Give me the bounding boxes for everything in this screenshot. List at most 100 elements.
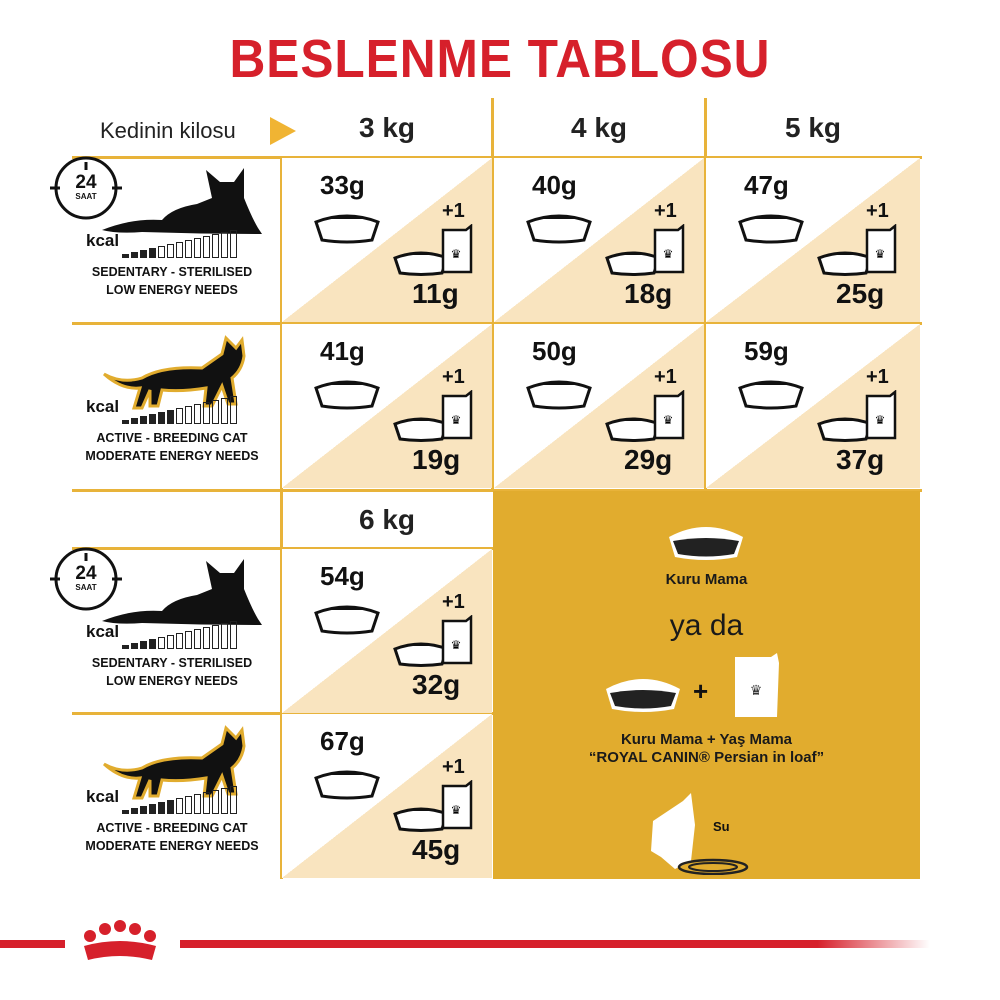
feeding-cell-active-0: 41g +1 ♛ 19g	[282, 324, 492, 488]
energy-bar	[122, 420, 129, 424]
water-drinking-cat-icon	[651, 793, 749, 875]
mixed-bowl-icon	[392, 637, 450, 672]
wet-food-pouch-icon: ♛	[652, 389, 686, 445]
energy-bar	[185, 796, 192, 814]
royal-canin-logo	[84, 920, 156, 960]
energy-bar	[149, 804, 156, 814]
wet-food-pouch-icon: ♛	[440, 223, 474, 279]
dry-amount: 33g	[320, 170, 365, 200]
mixed-dry-amount: 29g	[624, 444, 673, 475]
mixed-dry-amount: 18g	[624, 278, 673, 309]
mixed-dry-amount: 32g	[412, 669, 461, 700]
energy-bar	[221, 788, 228, 814]
energy-bar	[221, 232, 228, 258]
energy-bar	[185, 240, 192, 258]
dry-amount: 41g	[320, 336, 365, 366]
clock-unit: SAAT	[75, 583, 97, 592]
legend-or-label: ya da	[669, 609, 744, 642]
dry-bowl-icon	[669, 527, 743, 560]
energy-level-bars	[122, 228, 237, 258]
grid-line	[72, 547, 493, 550]
lying-cat-icon	[102, 559, 262, 634]
footer-line	[180, 940, 930, 948]
energy-bar	[149, 414, 156, 424]
kcal-label: kcal	[86, 622, 120, 641]
legend-panel: Kuru Mama ya da + ♛ Kuru Mama + Yaş Mama…	[493, 491, 920, 879]
energy-bar	[212, 790, 219, 814]
energy-bar	[140, 250, 147, 258]
energy-bar	[230, 396, 237, 424]
dry-amount: 54g	[320, 561, 365, 591]
dry-amount: 59g	[744, 336, 789, 366]
energy-bar	[158, 802, 165, 814]
dry-bowl-icon	[736, 374, 806, 415]
energy-bar	[131, 808, 138, 814]
feeding-cell-active-1: 50g +1 ♛ 29g	[494, 324, 704, 488]
energy-bar	[212, 400, 219, 424]
svg-text:♛: ♛	[451, 247, 462, 261]
kcal-label: kcal	[86, 397, 120, 416]
profile-line1: ACTIVE - BREEDING CAT	[96, 431, 248, 445]
wet-food-pouch-icon: ♛	[864, 223, 898, 279]
grid-line	[72, 712, 493, 715]
energy-bar	[212, 234, 219, 258]
weight-label: Kedinin kilosu	[100, 118, 236, 143]
energy-bar	[122, 254, 129, 258]
energy-bar	[230, 786, 237, 814]
weight-header-6kg: 6 kg	[358, 504, 416, 535]
mixed-bowl-icon	[604, 246, 662, 281]
energy-bar	[140, 806, 147, 814]
energy-bar	[194, 404, 201, 424]
clock-24h-icon: 24 SAAT	[44, 148, 128, 233]
weight-header-5kg: 5 kg	[784, 112, 842, 143]
dry-bowl-icon	[312, 374, 382, 415]
lying-cat-icon	[102, 168, 262, 243]
energy-bar	[176, 408, 183, 424]
kcal-label: kcal	[86, 231, 120, 250]
energy-bar	[203, 402, 210, 424]
wet-food-pouch-icon: ♛	[440, 389, 474, 445]
mixed-dry-amount: 11g	[412, 278, 459, 309]
profile-line2: MODERATE ENERGY NEEDS	[85, 839, 259, 853]
svg-text:♛: ♛	[451, 413, 462, 427]
wet-food-pouch-icon: ♛	[440, 614, 474, 670]
svg-text:♛: ♛	[750, 682, 763, 698]
energy-bar	[167, 635, 174, 649]
energy-bar	[140, 416, 147, 424]
profile-line2: LOW ENERGY NEEDS	[106, 283, 238, 297]
energy-bar	[158, 637, 165, 649]
plus-one-pouch-label: +1	[654, 200, 677, 222]
feeding-cell-sedentary-0: 33g +1 ♛ 11g	[282, 158, 492, 322]
walking-cat-icon	[102, 334, 262, 419]
grid-line	[72, 489, 922, 492]
profile-line1: SEDENTARY - STERILISED	[91, 656, 253, 670]
grid-line	[704, 98, 707, 491]
feeding-cell-sedentary-3: 54g +1 ♛ 32g	[282, 549, 492, 713]
dry-bowl-icon	[524, 374, 594, 415]
energy-bar	[203, 792, 210, 814]
feeding-cell-active-3: 67g +1 ♛ 45g	[282, 714, 492, 878]
feeding-cell-sedentary-2: 47g +1 ♛ 25g	[706, 158, 920, 322]
dry-bowl-icon	[312, 764, 382, 805]
dry-amount: 50g	[532, 336, 577, 366]
legend-dry-label: Kuru Mama	[665, 571, 748, 588]
grid-line	[72, 322, 922, 325]
profile-line2: MODERATE ENERGY NEEDS	[85, 449, 259, 463]
footer-line	[0, 940, 65, 948]
dry-bowl-icon	[312, 599, 382, 640]
wet-food-pouch-icon: ♛	[440, 779, 474, 835]
dry-bowl-icon	[606, 679, 680, 712]
energy-bar	[131, 252, 138, 258]
dry-amount: 67g	[320, 726, 365, 756]
svg-text:♛: ♛	[663, 247, 674, 261]
energy-level-bars	[122, 784, 237, 814]
energy-bar	[122, 645, 129, 649]
mixed-dry-amount: 45g	[412, 834, 461, 865]
energy-bar	[221, 398, 228, 424]
energy-bar	[194, 794, 201, 814]
energy-bar	[194, 629, 201, 649]
svg-text:♛: ♛	[875, 413, 886, 427]
profile-label-active: kcal ACTIVE - BREEDING CAT MODERATE ENER…	[72, 714, 282, 878]
energy-bar	[131, 643, 138, 649]
energy-level-bars	[122, 394, 237, 424]
